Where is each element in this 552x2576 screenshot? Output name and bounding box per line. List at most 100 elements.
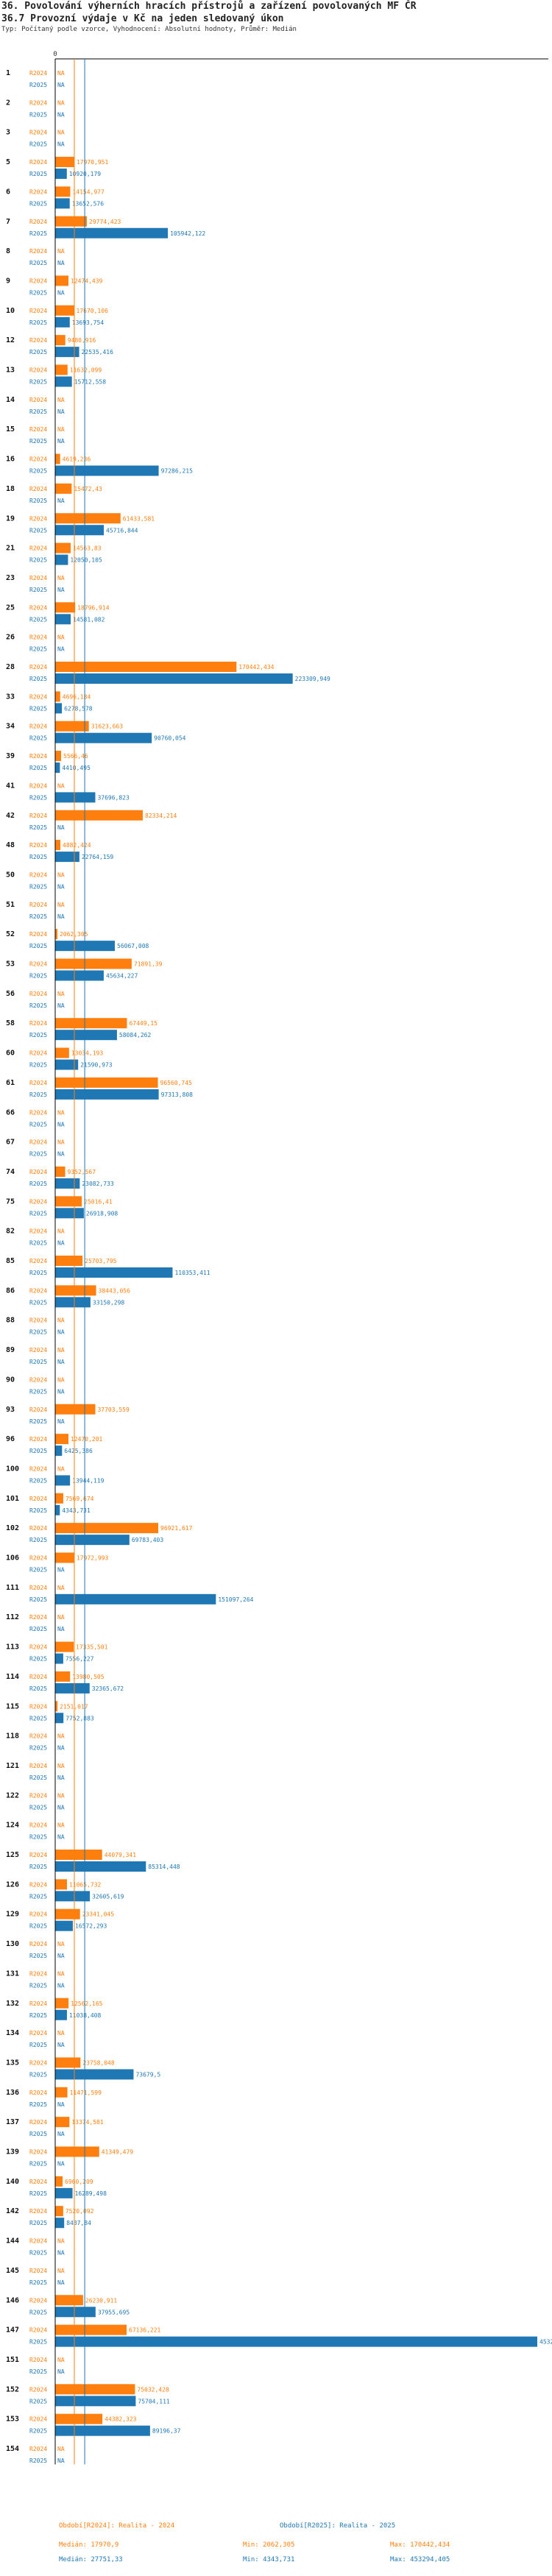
value-label-r2025: 22764,159 xyxy=(82,854,114,860)
series-label-r2024: R2024 xyxy=(29,871,47,878)
series-label-r2024: R2024 xyxy=(29,1525,47,1532)
series-label-r2025: R2025 xyxy=(29,468,47,475)
bar-r2024 xyxy=(55,186,71,197)
category-label: 134 xyxy=(6,2029,19,2037)
chart-header: 36. Povolování výherních hracích přístro… xyxy=(1,0,551,35)
value-label-r2024: 6960,209 xyxy=(65,2179,93,2185)
bar-r2025 xyxy=(55,2009,67,2020)
bar-r2024 xyxy=(55,1671,71,1682)
category-label: 13 xyxy=(6,367,15,375)
series-label-r2024: R2024 xyxy=(29,219,47,225)
series-label-r2024: R2024 xyxy=(29,1139,47,1146)
category-label: 25 xyxy=(6,604,15,612)
series-label-r2024: R2024 xyxy=(29,2268,47,2274)
bar-r2025 xyxy=(55,2069,134,2080)
series-label-r2025: R2025 xyxy=(29,1774,47,1781)
series-label-r2025: R2025 xyxy=(29,2368,47,2375)
series-label-r2025: R2025 xyxy=(29,1507,47,1514)
na-label-r2025: NA xyxy=(57,1388,65,1395)
series-label-r2025: R2025 xyxy=(29,557,47,564)
bar-chart: 0 1 R2024 R2025 NA NA 2 R2024 R2025 NA NA 3 R2024 R20… xyxy=(6,51,552,2465)
bar-r2024 xyxy=(55,1434,69,1445)
series-label-r2025: R2025 xyxy=(29,82,47,88)
series-label-r2024: R2024 xyxy=(29,1911,47,1918)
value-label-r2024: 29774,423 xyxy=(89,219,121,225)
bar-r2024 xyxy=(55,2206,63,2217)
series-label-r2025: R2025 xyxy=(29,1953,47,1959)
bar-r2025 xyxy=(55,732,152,743)
na-label-r2024: NA xyxy=(57,1347,65,1354)
category-label: 135 xyxy=(6,2059,19,2067)
value-label-r2024: 11632,099 xyxy=(70,367,102,374)
value-label-r2025: 16572,293 xyxy=(75,1923,107,1930)
series-label-r2025: R2025 xyxy=(29,1299,47,1306)
category-label: 66 xyxy=(6,1108,15,1117)
bar-r2025 xyxy=(55,316,70,328)
series-label-r2025: R2025 xyxy=(29,1715,47,1722)
series-label-r2025: R2025 xyxy=(29,1121,47,1128)
series-label-r2025: R2025 xyxy=(29,527,47,534)
na-label-r2024: NA xyxy=(57,2030,65,2037)
series-label-r2025: R2025 xyxy=(29,1329,47,1336)
value-label-r2024: 12474,439 xyxy=(71,277,103,284)
category-label: 153 xyxy=(6,2416,19,2424)
bar-r2024 xyxy=(55,2384,135,2395)
bar-r2024 xyxy=(55,751,62,762)
na-label-r2025: NA xyxy=(57,1774,65,1781)
series-label-r2024: R2024 xyxy=(29,248,47,255)
bar-r2024 xyxy=(55,335,66,346)
series-label-r2025: R2025 xyxy=(29,587,47,593)
bar-r2024 xyxy=(55,691,60,702)
category-label: 93 xyxy=(6,1406,15,1414)
na-label-r2024: NA xyxy=(57,1792,65,1799)
bar-r2024 xyxy=(55,542,71,553)
value-label-r2025: 56067,008 xyxy=(117,943,149,949)
value-label-r2024: 25016,41 xyxy=(84,1198,113,1205)
value-label-r2025: 89196,37 xyxy=(152,2428,181,2435)
bar-r2024 xyxy=(55,602,76,613)
value-label-r2025: 73679,5 xyxy=(135,2071,160,2078)
na-label-r2025: NA xyxy=(57,289,65,296)
series-label-r2025: R2025 xyxy=(29,111,47,118)
na-label-r2024: NA xyxy=(57,1109,65,1116)
value-label-r2024: 17970,951 xyxy=(77,159,109,166)
bar-r2025 xyxy=(55,852,79,863)
axis-tick-zero: 0 xyxy=(53,51,57,58)
value-label-r2024: 170442,434 xyxy=(238,664,274,670)
bar-r2024 xyxy=(55,958,132,969)
bar-r2025 xyxy=(55,2187,73,2198)
category-label: 118 xyxy=(6,1733,19,1741)
value-label-r2025: 15712,558 xyxy=(74,379,107,386)
bar-r2025 xyxy=(55,227,169,238)
na-label-r2024: NA xyxy=(57,1228,65,1235)
value-label-r2024: 37703,559 xyxy=(97,1406,130,1413)
category-label: 96 xyxy=(6,1435,15,1443)
na-label-r2024: NA xyxy=(57,1763,65,1769)
value-label-r2025: 21590,973 xyxy=(80,1062,113,1069)
series-label-r2025: R2025 xyxy=(29,1745,47,1752)
series-label-r2024: R2024 xyxy=(29,70,47,77)
value-label-r2024: 44079,341 xyxy=(105,1852,137,1858)
category-label: 61 xyxy=(6,1079,15,1087)
series-label-r2025: R2025 xyxy=(29,2131,47,2137)
na-label-r2024: NA xyxy=(57,1465,65,1472)
value-label-r2024: 12470,201 xyxy=(71,1436,103,1443)
series-label-r2025: R2025 xyxy=(29,1210,47,1217)
bar-r2025 xyxy=(55,1920,73,1931)
series-label-r2025: R2025 xyxy=(29,1002,47,1009)
category-label: 144 xyxy=(6,2237,19,2246)
na-label-r2025: NA xyxy=(57,2368,65,2375)
bar-r2024 xyxy=(55,2146,99,2157)
value-label-r2025: 6425,386 xyxy=(64,1448,93,1454)
na-label-r2024: NA xyxy=(57,1822,65,1829)
na-label-r2025: NA xyxy=(57,2161,65,2168)
series-label-r2025: R2025 xyxy=(29,1864,47,1870)
value-label-r2024: 13034,193 xyxy=(71,1050,104,1057)
na-label-r2025: NA xyxy=(57,1834,65,1841)
value-label-r2024: 23341,045 xyxy=(82,1911,115,1918)
category-label: 132 xyxy=(6,2000,19,2008)
value-label-r2025: 45634,227 xyxy=(106,973,138,980)
na-label-r2024: NA xyxy=(57,1733,65,1740)
value-label-r2024: 61433,581 xyxy=(123,515,155,522)
bar-r2025 xyxy=(55,1475,71,1486)
